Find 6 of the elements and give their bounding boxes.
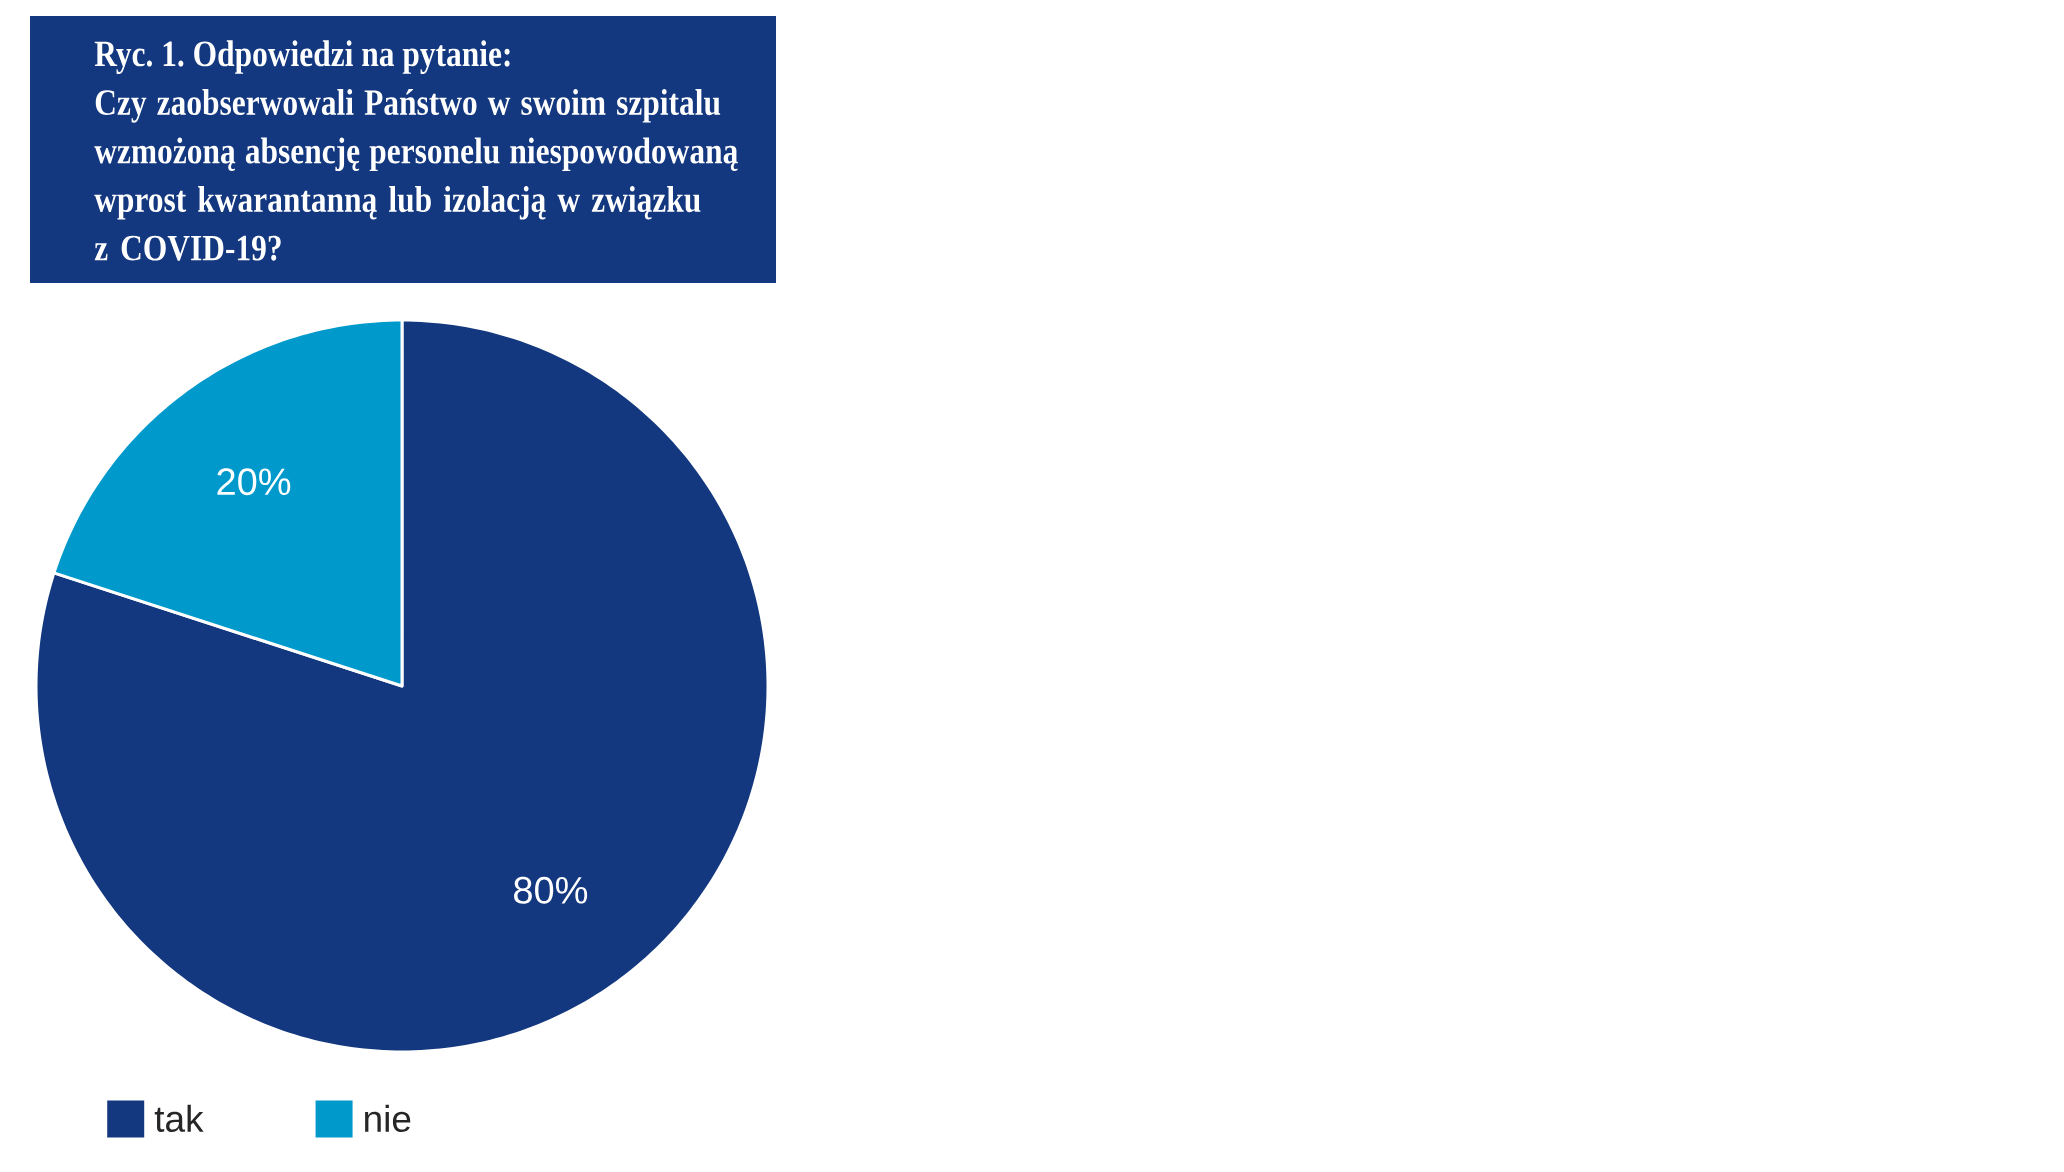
legend-label: nie [365,1104,411,1132]
chart-subtitle: Czy zaobserwowali Państwo w swoim szpitalu wzmożoną absencję personelu niespowodowaną wprost kwarantanną lub izolacją w związku z COVID-19? [94,88,738,261]
legend-label: tak [154,1104,204,1132]
data-label: 20% [217,468,291,496]
data-label: 80% [514,876,588,904]
chart-title: Ryc. 1. Odpowiedzi na pytanie: [94,40,510,74]
